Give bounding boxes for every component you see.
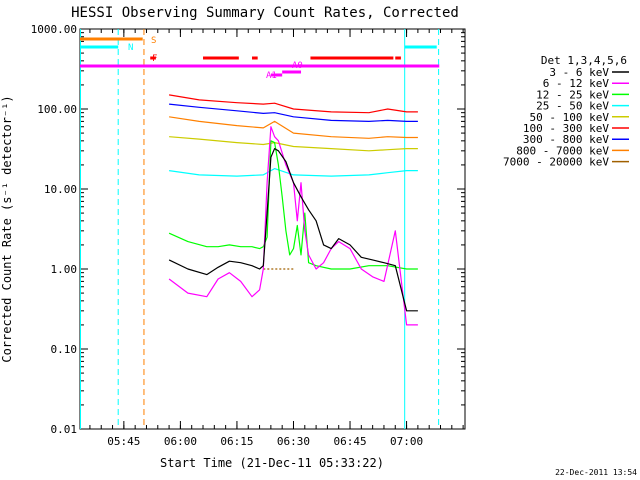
x-tick-label: 06:00 [164,435,197,448]
vertical-markers [80,29,440,429]
x-tick-label: 05:45 [107,435,140,448]
series-line-12-25-kev [168,140,418,270]
legend-entry-label: 7000 - 20000 keV [503,156,609,169]
plot-frame [79,28,466,430]
legend-entry-label: 50 - 100 keV [530,111,610,124]
series-line-100-300-kev [169,94,418,114]
x-tick-label: 07:00 [390,435,423,448]
flag-label-f: F [152,54,157,64]
y-tick-label: 1.00 [51,263,78,276]
series-line-50-100-kev [169,136,418,152]
y-axis: 0.01 0.10 1.00 10.00 100.00 1000.00 [31,23,465,436]
x-tick-label: 06:15 [220,435,253,448]
series-line-3-6-kev [168,148,418,312]
series-lines [168,94,418,326]
flag-label-a1: A1 [266,71,277,81]
series-line-800-7000-kev [169,116,418,139]
y-tick-label: 100.00 [37,103,77,116]
legend-entry-label: 300 - 800 keV [523,133,609,146]
legend-entry-label: 800 - 7000 keV [516,144,609,157]
series-line-25-50-kev [169,168,418,177]
legend-entry-label: 25 - 50 keV [536,100,609,113]
flag-label-n: N [128,43,133,53]
chart-title: HESSI Observing Summary Count Rates, Cor… [71,5,459,21]
x-tick-label: 06:45 [333,435,366,448]
x-tick-label: 06:30 [277,435,310,448]
flag-label-a0: A0 [292,61,303,71]
legend-entry-label: 12 - 25 keV [536,88,609,101]
series-line-300-800-kev [169,103,418,123]
y-tick-label: 0.10 [51,343,78,356]
y-tick-label: 1000.00 [31,23,77,36]
legend-entry-label: 100 - 300 keV [523,122,609,135]
flag-label-s: S [151,36,156,46]
legend-entry-label: 6 - 12 keV [543,77,610,90]
x-axis: 05:45 06:00 06:15 06:30 06:45 07:00 [89,29,464,448]
series-line-6-12-kev [168,126,418,326]
x-axis-label: Start Time (21-Dec-11 05:33:22) [160,456,384,470]
y-tick-label: 10.00 [44,183,77,196]
y-tick-label: 0.01 [51,423,78,436]
y-axis-label: Corrected Count Rate (s⁻¹ detector⁻¹) [0,95,14,362]
legend-title: Det 1,3,4,5,6 [541,54,627,67]
legend-entry-label: 3 - 6 keV [549,66,609,79]
flag-bars: S N F A0 A1 [80,36,440,81]
timestamp: 22-Dec-2011 13:54 [555,468,637,477]
